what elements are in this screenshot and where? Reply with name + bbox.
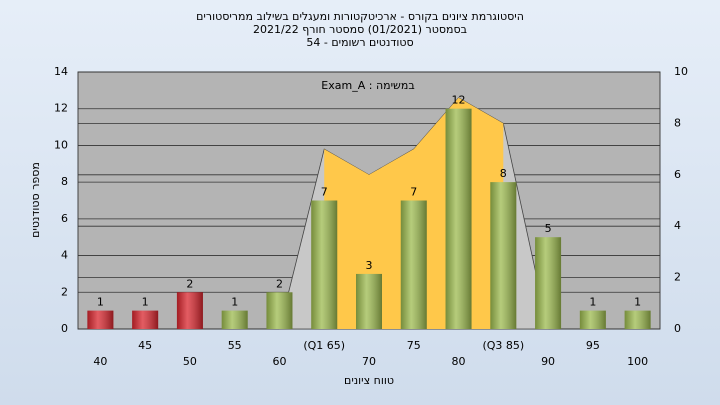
bar-shade <box>400 200 427 329</box>
bar-shade <box>221 310 248 329</box>
bar-shade <box>176 292 203 329</box>
bar-shade <box>579 310 606 329</box>
chart-subtitle: בסמסטר (01/2021) סמסטר חורף 2021/22 <box>253 23 467 36</box>
x-tick-label: (Q3 85) <box>482 339 524 352</box>
y-tick-label: 0 <box>61 322 68 335</box>
x-tick-label: 55 <box>228 339 242 352</box>
value-label: 1 <box>634 296 641 309</box>
bar-shade <box>624 310 651 329</box>
x-tick-label: 90 <box>541 355 555 368</box>
chart-title: היסטוגרמת ציונים בקורס - ארכיטקטורות ומע… <box>196 10 524 23</box>
y2-tick-label: 8 <box>674 116 681 129</box>
value-label: 2 <box>276 277 283 290</box>
value-label: 7 <box>321 186 328 199</box>
x-tick-label: 70 <box>362 355 376 368</box>
y2-tick-label: 4 <box>674 219 681 232</box>
y-axis-label: מספר סטודנטים <box>29 162 42 238</box>
bar-shade <box>87 310 114 329</box>
y-tick-label: 4 <box>61 249 68 262</box>
x-tick-label: 40 <box>93 355 107 368</box>
value-label: 1 <box>97 296 104 309</box>
y2-tick-label: 6 <box>674 168 681 181</box>
x-tick-label: 95 <box>586 339 600 352</box>
value-label: 1 <box>231 296 238 309</box>
value-label: 12 <box>452 94 466 107</box>
x-tick-label: 75 <box>407 339 421 352</box>
y2-tick-label: 2 <box>674 271 681 284</box>
value-label: 1 <box>589 296 596 309</box>
value-label: 7 <box>410 186 417 199</box>
value-label: 5 <box>545 222 552 235</box>
x-tick-label: 80 <box>452 355 466 368</box>
bar-shade <box>132 310 159 329</box>
x-tick-label: 60 <box>272 355 286 368</box>
bar-shade <box>490 182 517 329</box>
x-tick-label: 50 <box>183 355 197 368</box>
x-axis-label: טווח ציונים <box>344 374 394 387</box>
value-label: 1 <box>142 296 149 309</box>
y-tick-label: 6 <box>61 212 68 225</box>
chart-subtitle: סטודנטים רשומים - 54 <box>306 36 413 49</box>
y2-tick-label: 0 <box>674 322 681 335</box>
y-tick-label: 8 <box>61 175 68 188</box>
bar-shade <box>356 273 382 329</box>
x-tick-label: 100 <box>627 355 648 368</box>
value-label: 8 <box>500 167 507 180</box>
bar-shade <box>535 237 562 329</box>
y-tick-label: 12 <box>54 102 68 115</box>
y-tick-label: 2 <box>61 285 68 298</box>
x-tick-label: (Q1 65) <box>303 339 345 352</box>
value-label: 2 <box>186 277 193 290</box>
y-tick-label: 14 <box>54 65 68 78</box>
bar-shade <box>445 108 472 329</box>
y2-tick-label: 10 <box>674 65 688 78</box>
bar-shade <box>311 200 338 329</box>
x-tick-label: 45 <box>138 339 152 352</box>
value-label: 3 <box>366 259 373 272</box>
y-tick-label: 10 <box>54 138 68 151</box>
annotation: Exam_A : במשימה <box>321 79 414 92</box>
bar-shade <box>266 292 293 329</box>
